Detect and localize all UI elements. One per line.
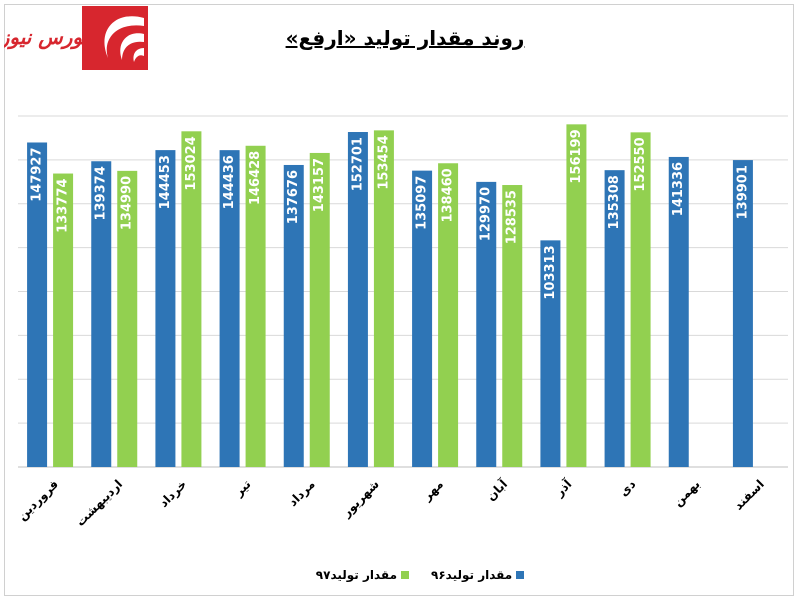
bar-96: [604, 170, 625, 467]
data-label: 152701: [350, 137, 365, 191]
data-label: 103313: [543, 245, 558, 299]
data-label: 143157: [312, 158, 327, 212]
data-label: 152550: [633, 137, 648, 191]
category-label: بهمن: [671, 477, 703, 509]
bar-97: [53, 173, 74, 467]
category-label: فروردین: [15, 477, 62, 524]
legend-swatch-96: [516, 571, 525, 579]
data-label: 144436: [222, 155, 237, 209]
bar-96: [412, 170, 433, 467]
data-label: 147927: [30, 147, 45, 201]
bar-97: [245, 145, 266, 468]
data-label: 144453: [158, 155, 173, 209]
data-label: 153454: [376, 135, 391, 189]
bar-97: [566, 124, 587, 467]
data-label: 141336: [671, 162, 686, 216]
legend-item-97: مقدار تولید۹۷: [316, 568, 409, 582]
bar-97: [309, 152, 330, 467]
data-label: 135097: [415, 176, 430, 230]
logo-swirl-3: [133, 48, 144, 62]
bar-97: [438, 163, 459, 468]
category-label: آبان: [483, 476, 511, 504]
bar-chart: 147927 133774 فروردین 139374 134990 اردیبهشت 1…: [15, 115, 788, 529]
bar-97: [117, 170, 138, 467]
bar-97: [181, 131, 202, 468]
bar-97: [502, 185, 523, 467]
bar-97: [630, 132, 651, 467]
legend-swatch-97: [401, 571, 409, 579]
logo-text: بورس نیوز: [4, 25, 89, 50]
bar-96: [347, 132, 368, 467]
category-label: اسفند: [731, 477, 767, 513]
legend-item-96: مقدار تولید۹۶: [431, 568, 525, 582]
data-label: 146428: [248, 151, 263, 205]
category-label: اردیبهشت: [73, 477, 125, 529]
data-label: 129970: [479, 187, 494, 241]
bourse-news-logo: بورس نیوز: [4, 6, 148, 70]
chart-frame: [4, 4, 794, 596]
category-label: مرداد: [286, 477, 318, 509]
data-label: 153024: [184, 136, 199, 190]
data-label: 135308: [607, 175, 622, 229]
category-label: شهریور: [339, 477, 383, 521]
bar-96: [219, 150, 240, 467]
bar-97: [373, 130, 394, 467]
bar-96: [732, 160, 753, 468]
bar-96: [283, 164, 304, 468]
category-label: دی: [617, 477, 639, 499]
bar-96: [91, 161, 112, 467]
data-label: 156199: [569, 129, 584, 183]
bar-96: [540, 240, 561, 467]
chart-title: روند مقدار تولید «ارفع»: [285, 26, 525, 50]
legend: مقدار تولید۹۶ مقدار تولید۹۷: [300, 568, 540, 582]
bar-96: [27, 142, 48, 467]
data-label: 139901: [735, 165, 750, 219]
data-label: 137676: [286, 170, 301, 224]
data-label: 134990: [120, 176, 135, 230]
category-label: خرداد: [156, 477, 189, 510]
legend-label-97: مقدار تولید۹۷: [315, 568, 397, 582]
category-label: تیر: [231, 477, 254, 500]
data-label: 133774: [56, 179, 71, 233]
bar-96: [155, 150, 176, 467]
category-label: آذر: [551, 476, 575, 500]
legend-label-96: مقدار تولید۹۶: [431, 568, 513, 582]
category-label: مهر: [419, 477, 446, 504]
bar-96: [668, 156, 689, 467]
data-label: 139374: [94, 166, 109, 220]
logo-swirl-2: [120, 33, 144, 60]
logo-swirl: [104, 16, 144, 58]
bar-96: [476, 181, 497, 468]
data-label: 138460: [441, 168, 456, 222]
data-label: 128535: [505, 190, 520, 244]
